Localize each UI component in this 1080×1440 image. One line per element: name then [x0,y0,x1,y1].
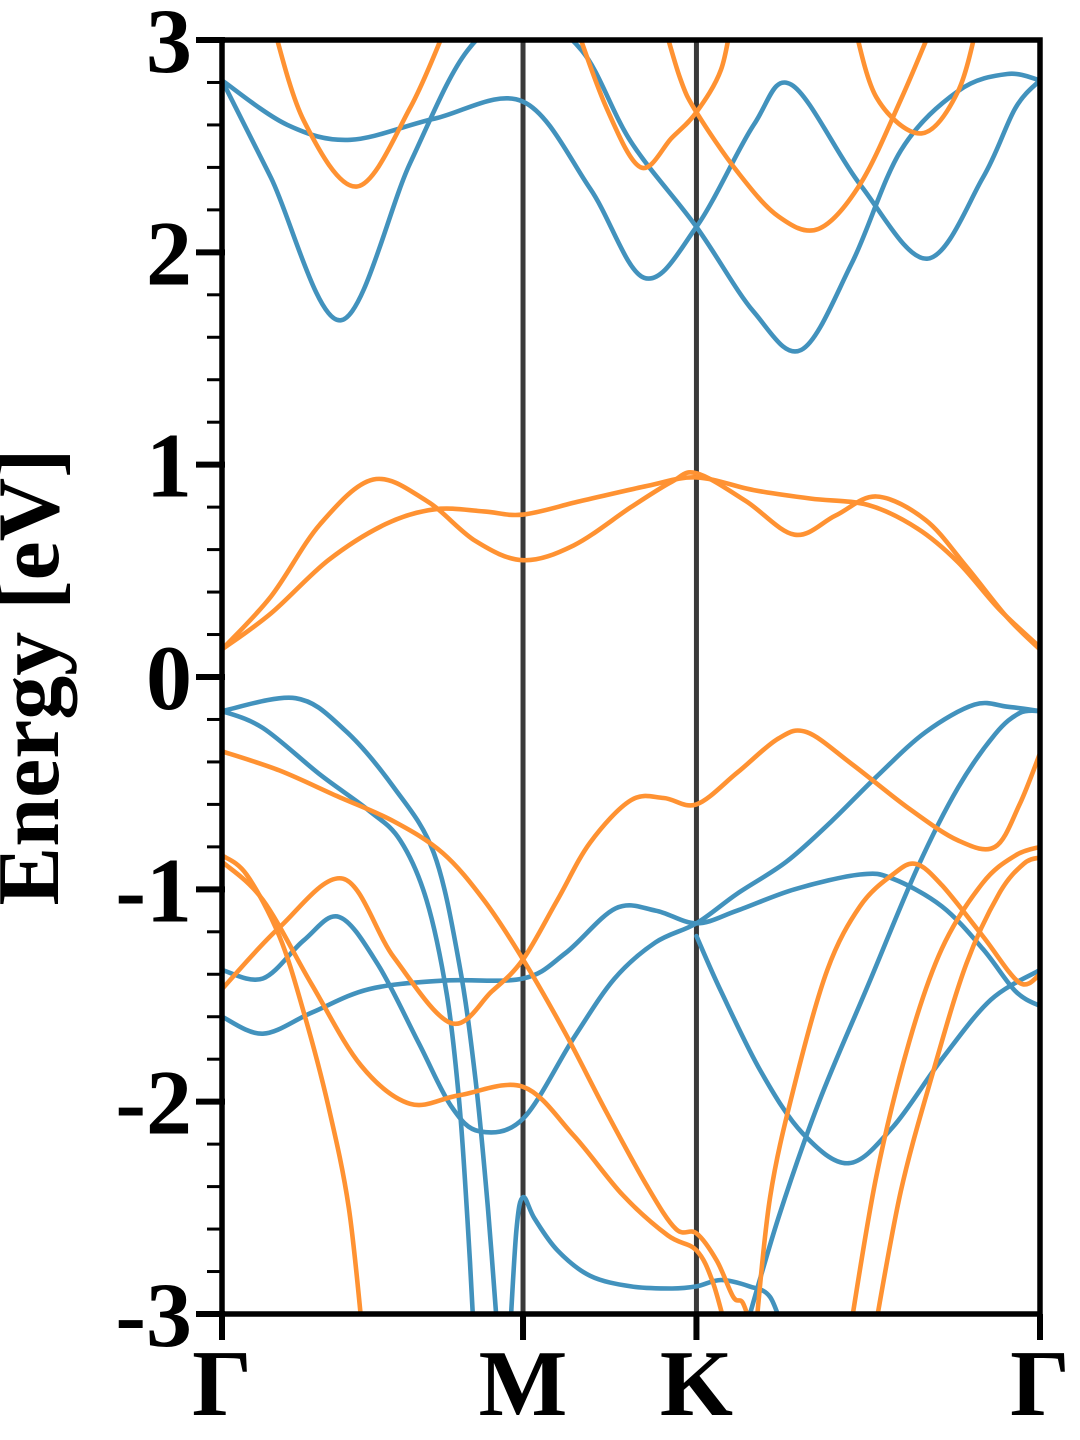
band-line-bands-blue [508,1194,781,1314]
band-lines [222,40,1040,1314]
band-line-bands-blue [222,40,1040,354]
y-tick-label: 3 [146,0,192,92]
y-tick-label: -3 [115,1264,192,1366]
band-line-bands-orange [855,40,976,136]
x-tick-label: M [479,1332,568,1436]
x-tick-label: K [660,1332,733,1436]
band-line-bands-orange [222,728,1040,1027]
high-symmetry-gridlines [520,40,699,1314]
y-axis-tick-labels: 3 2 1 0 -1 -2 -3 [115,0,192,1366]
band-line-bands-blue [222,695,499,1314]
band-line-bands-blue [222,700,1040,1135]
band-line-bands-orange [850,844,1040,1314]
band-line-bands-orange [222,475,1040,652]
band-line-bands-orange [222,853,363,1314]
x-tick-label: Γ [192,1332,252,1436]
y-tick-label: 2 [146,202,192,304]
x-tick-label: Γ [1010,1332,1070,1436]
band-line-bands-orange [578,40,731,171]
y-tick-label: -1 [115,839,192,941]
y-tick-label: -2 [115,1052,192,1154]
band-line-bands-blue [222,871,1040,1036]
band-line-bands-orange [755,861,1040,1314]
band-line-bands-orange [274,40,444,189]
y-tick-label: 0 [146,627,192,729]
band-line-bands-orange [222,470,1040,652]
band-line-bands-orange [222,859,725,1314]
band-line-bands-orange [875,855,1040,1314]
band-line-bands-blue [694,933,1040,1166]
band-line-bands-blue [747,708,1040,1314]
band-line-bands-orange [222,749,750,1314]
band-line-bands-orange [666,40,929,233]
y-tick-label: 1 [146,415,192,517]
band-line-bands-blue [222,708,476,1314]
axis-ticks [196,37,1043,1340]
y-axis-title: Energy [eV] [0,449,78,906]
